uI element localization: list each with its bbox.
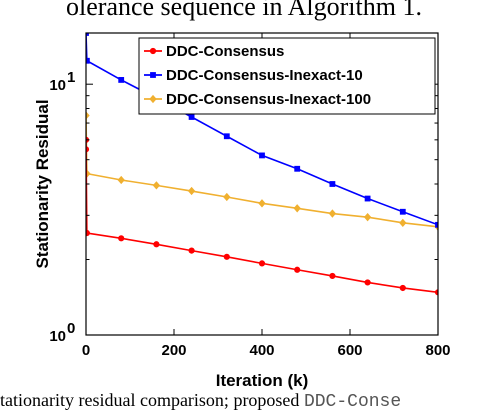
data-point-ddc-consensus-inexact-100 (223, 192, 231, 202)
legend-box (138, 37, 436, 115)
data-point-ddc-consensus-inexact-10 (188, 114, 195, 120)
data-point-ddc-consensus (399, 284, 406, 292)
data-point-ddc-consensus (188, 247, 195, 254)
data-point-ddc-consensus-inexact-10 (399, 208, 406, 215)
x-tick-label: 200 (161, 342, 186, 359)
legend-marker-ddc-consensus-inexact-100 (149, 94, 157, 104)
data-point-ddc-consensus-inexact-100 (86, 111, 90, 120)
series-ddc-consensus-inexact-10 (86, 33, 438, 228)
data-point-ddc-consensus-inexact-100 (117, 175, 125, 185)
data-point-ddc-consensus (364, 279, 371, 286)
data-point-ddc-consensus-inexact-100 (293, 204, 301, 213)
legend-marker-ddc-consensus (149, 47, 157, 55)
series-ddc-consensus-inexact-100 (86, 111, 438, 231)
y-tick-label-base: 10 (49, 328, 66, 345)
data-point-ddc-consensus-inexact-10 (118, 77, 125, 83)
data-point-ddc-consensus (153, 241, 160, 248)
legend-label-ddc-consensus-inexact-100: DDC-Consensus-Inexact-100 (166, 91, 371, 108)
data-point-ddc-consensus-inexact-100 (258, 199, 266, 208)
data-point-ddc-consensus-inexact-10 (364, 195, 371, 202)
bottom-caption: tationarity residual comparison; propose… (0, 390, 488, 412)
data-point-ddc-consensus (258, 260, 266, 267)
data-point-ddc-consensus-inexact-10 (223, 133, 230, 140)
data-point-ddc-consensus-inexact-10 (86, 57, 90, 64)
data-point-ddc-consensus (118, 235, 125, 242)
data-point-ddc-consensus-inexact-100 (152, 181, 161, 190)
legend-label-ddc-consensus: DDC-Consensus (166, 43, 284, 60)
x-tick-label: 0 (82, 342, 90, 359)
legend-label-ddc-consensus-inexact-10: DDC-Consensus-Inexact-10 (166, 67, 363, 84)
data-point-ddc-consensus-inexact-10 (435, 221, 438, 228)
top-caption-text: olerance sequence in Algorithm 1. (66, 0, 422, 21)
data-point-ddc-consensus-inexact-100 (363, 213, 372, 222)
series-layer (86, 33, 438, 296)
data-point-ddc-consensus (329, 272, 336, 280)
x-axis-label: Iteration (k) (216, 371, 309, 390)
legend: DDC-Consensus DDC-Consensus-Inexact-10 DDC… (138, 37, 436, 115)
x-tick-label: 600 (337, 342, 362, 359)
y-tick-label-exponent: 0 (67, 320, 75, 337)
data-point-ddc-consensus-inexact-10 (259, 152, 265, 159)
x-tick-label: 400 (249, 342, 274, 359)
y-axis-label: Stationarity Residual (33, 99, 52, 268)
bottom-caption-text: tationarity residual comparison; propose… (0, 390, 304, 410)
data-point-ddc-consensus (223, 253, 230, 260)
data-point-ddc-consensus-inexact-100 (328, 209, 337, 218)
data-point-ddc-consensus-inexact-10 (329, 181, 336, 187)
x-tick-label: 800 (425, 342, 450, 359)
data-point-ddc-consensus (86, 229, 90, 237)
legend-marker-ddc-consensus-inexact-10 (150, 72, 156, 78)
y-tick-label-exponent: 1 (67, 69, 75, 86)
series-line-ddc-consensus-inexact-10 (86, 33, 438, 226)
data-point-ddc-consensus-inexact-10 (294, 165, 301, 172)
series-line-ddc-consensus-inexact-100 (86, 115, 438, 228)
data-point-ddc-consensus (294, 266, 301, 273)
y-tick-label-base: 10 (49, 77, 66, 94)
data-point-ddc-consensus-inexact-100 (187, 186, 196, 196)
series-ddc-consensus (86, 136, 438, 296)
bottom-caption-code: DDC-Conse (303, 392, 402, 412)
data-point-ddc-consensus-inexact-100 (399, 218, 407, 228)
